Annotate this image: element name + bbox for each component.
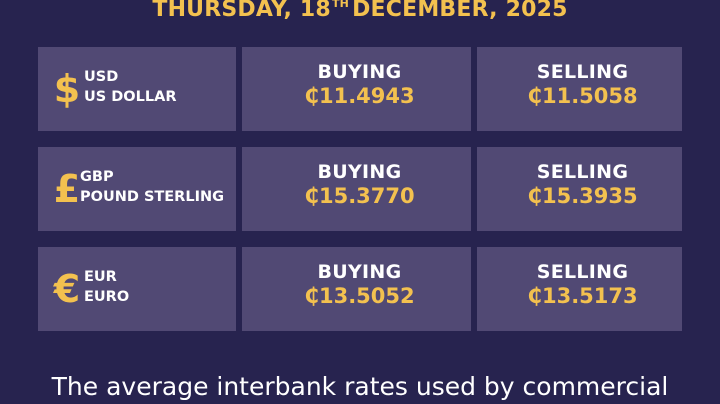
- currency-cell-gbp: £ GBP POUND STERLING: [38, 147, 236, 231]
- currency-name-eur: EURO: [84, 289, 130, 305]
- rate-row-gbp: £ GBP POUND STERLING BUYING ₵15.3770 SEL…: [38, 147, 682, 231]
- currency-info-eur: EUR EURO: [84, 267, 129, 307]
- date-title: THURSDAY, 18TH DECEMBER, 2025: [0, 0, 720, 22]
- buying-label: BUYING: [317, 61, 402, 83]
- selling-cell-usd: SELLING ₵11.5058: [477, 47, 682, 131]
- footer-note: The average interbank rates used by comm…: [51, 372, 669, 401]
- selling-value-eur: ₵13.5173: [527, 284, 638, 308]
- buying-value-usd: ₵11.4943: [304, 84, 415, 108]
- pound-icon: £: [53, 167, 81, 211]
- currency-cell-eur: € EUR EURO: [38, 247, 236, 331]
- currency-info-gbp: GBP POUND STERLING: [80, 167, 224, 207]
- buying-cell-usd: BUYING ₵11.4943: [242, 47, 471, 131]
- dollar-icon: $: [53, 67, 81, 111]
- euro-icon: €: [53, 267, 81, 311]
- rate-row-usd: $ USD US DOLLAR BUYING ₵11.4943 SELLING …: [38, 47, 682, 131]
- selling-cell-gbp: SELLING ₵15.3935: [477, 147, 682, 231]
- currency-cell-usd: $ USD US DOLLAR: [38, 47, 236, 131]
- rate-row-eur: € EUR EURO BUYING ₵13.5052 SELLING ₵13.5…: [38, 247, 682, 331]
- date-ordinal-suffix: TH: [331, 0, 350, 10]
- date-month-year: DECEMBER, 2025: [352, 0, 568, 22]
- currency-info-usd: USD US DOLLAR: [84, 67, 177, 107]
- selling-label: SELLING: [536, 61, 629, 83]
- selling-label: SELLING: [536, 261, 629, 283]
- currency-code-eur: EUR: [84, 269, 117, 285]
- selling-label: SELLING: [536, 161, 629, 183]
- selling-cell-eur: SELLING ₵13.5173: [477, 247, 682, 331]
- buying-cell-gbp: BUYING ₵15.3770: [242, 147, 471, 231]
- buying-value-eur: ₵13.5052: [304, 284, 415, 308]
- currency-code-gbp: GBP: [80, 169, 114, 185]
- selling-value-usd: ₵11.5058: [527, 84, 638, 108]
- selling-value-gbp: ₵15.3935: [527, 184, 638, 208]
- buying-value-gbp: ₵15.3770: [304, 184, 415, 208]
- buying-label: BUYING: [317, 161, 402, 183]
- date-weekday-day: THURSDAY, 18: [152, 0, 331, 22]
- currency-code-usd: USD: [84, 69, 119, 85]
- buying-label: BUYING: [317, 261, 402, 283]
- currency-name-usd: US DOLLAR: [84, 89, 177, 105]
- buying-cell-eur: BUYING ₵13.5052: [242, 247, 471, 331]
- currency-name-gbp: POUND STERLING: [80, 189, 225, 205]
